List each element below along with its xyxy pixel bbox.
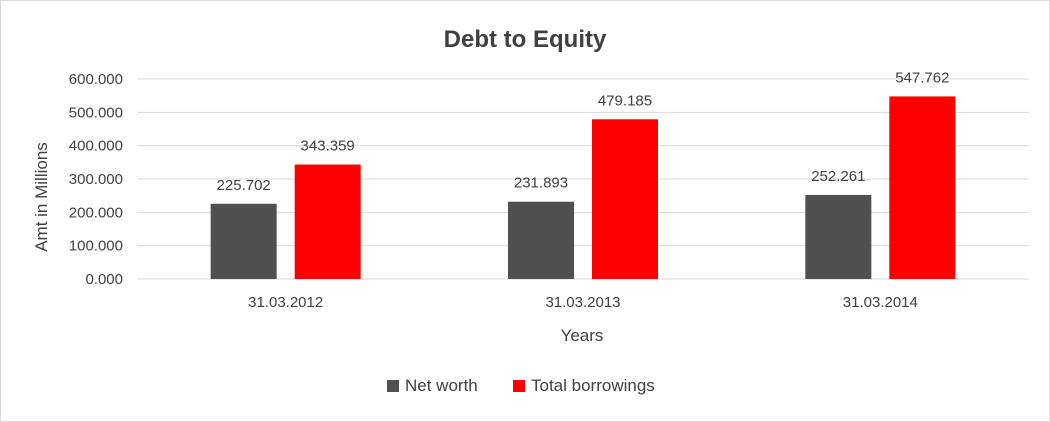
data-label: 547.762 <box>895 69 949 86</box>
y-tick-label: 0.000 <box>85 271 123 288</box>
x-axis-title: Years <box>561 326 604 345</box>
bar-total-borrowings <box>889 96 956 280</box>
bar-total-borrowings <box>294 164 361 279</box>
y-axis-title: Amt in Millions <box>32 142 51 252</box>
x-category-label: 31.03.2012 <box>248 294 323 311</box>
bars <box>210 96 956 280</box>
bar-total-borrowings <box>592 119 658 279</box>
legend-swatch <box>513 380 525 392</box>
bar-net-worth <box>805 194 872 279</box>
y-tick-label: 600.000 <box>69 71 123 88</box>
legend-swatch <box>387 380 399 392</box>
data-label: 252.261 <box>811 168 865 185</box>
bar-net-worth <box>210 203 277 279</box>
x-axis-categories: 31.03.2012 31.03.2013 31.03.2014 <box>248 294 918 311</box>
legend: Net worth Total borrowings <box>387 376 655 395</box>
gridlines <box>137 78 1029 280</box>
data-label: 479.185 <box>598 92 652 109</box>
legend-label: Total borrowings <box>531 376 655 395</box>
x-category-label: 31.03.2013 <box>545 294 620 311</box>
data-label: 225.702 <box>217 177 271 194</box>
y-tick-label: 200.000 <box>69 204 123 221</box>
bar-net-worth <box>508 201 574 279</box>
x-category-label: 31.03.2014 <box>843 294 918 311</box>
data-labels: 225.702 343.359 231.893 479.185 252.261 547.7… <box>217 69 950 193</box>
legend-label: Net worth <box>405 376 478 395</box>
y-tick-label: 300.000 <box>69 171 123 188</box>
data-label: 231.893 <box>514 175 568 192</box>
chart-title: Debt to Equity <box>444 26 607 53</box>
y-tick-label: 400.000 <box>69 138 123 155</box>
y-tick-label: 100.000 <box>69 238 123 255</box>
y-tick-label: 500.000 <box>69 104 123 121</box>
y-axis-ticks: 0.000 100.000 200.000 300.000 400.000 500.000… <box>69 71 123 288</box>
data-label: 343.359 <box>301 138 355 155</box>
